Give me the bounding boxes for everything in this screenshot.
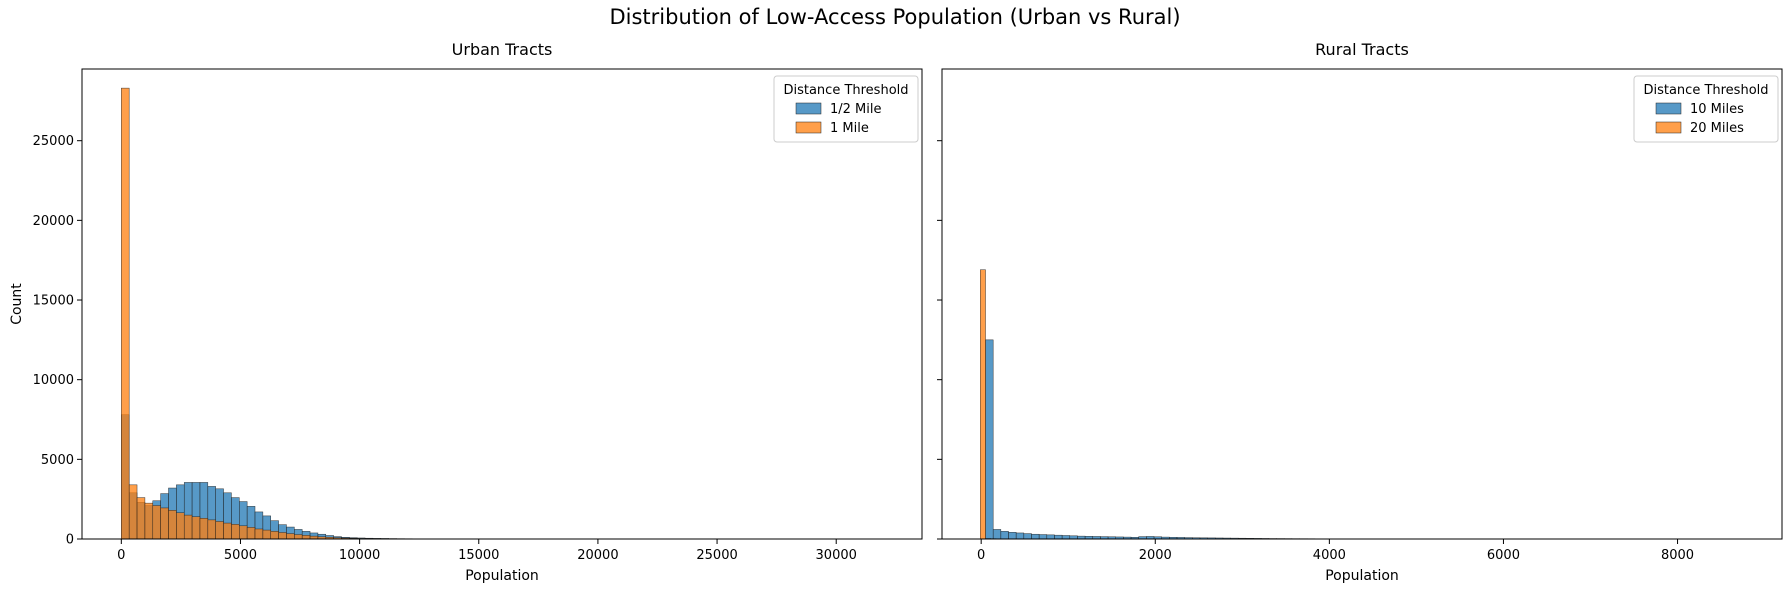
rural-legend-label: 10 Miles <box>1690 102 1744 117</box>
rural-bar-series1 <box>1046 534 1055 540</box>
urban-bar-series2 <box>286 533 295 540</box>
rural-x-tick-label: 6000 <box>1487 548 1520 563</box>
urban-x-tick-label: 25000 <box>696 548 737 563</box>
urban-x-tick-label: 10000 <box>339 548 380 563</box>
urban-plot-frame <box>81 68 923 540</box>
urban-x-axis-label: Population <box>465 568 539 584</box>
urban-x-tick-label: 20000 <box>577 548 618 563</box>
urban-bar-series2 <box>160 507 169 540</box>
urban-bar-series2 <box>278 532 287 540</box>
rural-x-ticks: 0 2000 4000 6000 8000 <box>977 539 1694 563</box>
urban-legend-swatch <box>795 102 822 115</box>
urban-y-tick-label: 0 <box>66 533 74 548</box>
rural-bar-series1 <box>1015 532 1025 540</box>
urban-y-tick-label: 25000 <box>33 134 74 149</box>
urban-y-tick-label: 20000 <box>33 214 74 229</box>
rural-plot-frame <box>941 68 1783 540</box>
rural-bar-series1 <box>1031 533 1040 540</box>
rural-legend: Distance Threshold 10 Miles 20 Miles <box>1633 75 1779 143</box>
urban-legend-label: 1 Mile <box>830 121 869 136</box>
rural-bar-series1 <box>992 529 1002 540</box>
urban-bar-series2 <box>136 497 146 540</box>
rural-bars <box>980 269 1752 540</box>
urban-bar-series2 <box>144 502 154 540</box>
urban-bar-series2 <box>191 516 201 540</box>
urban-y-tick-label: 5000 <box>41 453 74 468</box>
rural-x-tick-label: 0 <box>977 548 985 563</box>
urban-bar-series2 <box>246 527 256 540</box>
rural-bar-series1 <box>1061 535 1071 540</box>
rural-x-tick-label: 4000 <box>1313 548 1346 563</box>
urban-bar-series2 <box>239 525 248 540</box>
urban-bar-series2 <box>294 534 303 540</box>
urban-bar-series2 <box>121 87 130 540</box>
urban-bar-series2 <box>207 519 216 540</box>
urban-y-tick-label: 10000 <box>33 373 74 388</box>
urban-x-tick-label: 30000 <box>816 548 857 563</box>
rural-y-ticks <box>937 140 942 540</box>
rural-panel-title: Rural Tracts <box>1315 40 1409 59</box>
rural-bar-series1 <box>1008 532 1017 540</box>
rural-legend-title: Distance Threshold <box>1643 83 1768 98</box>
rural-x-tick-label: 2000 <box>1139 548 1172 563</box>
urban-panel-title: Urban Tracts <box>452 40 553 59</box>
urban-bar-series2 <box>254 528 264 540</box>
urban-panel: Urban Tracts 0 5000 10000 15000 20000 25000 30… <box>9 40 923 584</box>
figure-title: Distribution of Low-Access Population (U… <box>609 5 1180 29</box>
urban-legend-label: 1/2 Mile <box>830 102 882 117</box>
urban-y-ticks: 0 5000 10000 15000 20000 25000 <box>33 134 82 548</box>
urban-x-tick-label: 15000 <box>458 548 499 563</box>
urban-bars <box>121 87 885 540</box>
urban-bar-series2 <box>231 524 240 540</box>
urban-bar-series2 <box>183 514 193 540</box>
urban-bar-series2 <box>223 522 232 540</box>
urban-bar-series2 <box>168 510 177 540</box>
urban-bar-series2 <box>176 512 185 540</box>
urban-bar-series2 <box>215 521 224 540</box>
urban-bar-series2 <box>199 518 209 540</box>
rural-legend-swatch <box>1655 121 1682 134</box>
rural-bar-series2 <box>980 269 986 540</box>
rural-bar-series1 <box>1038 534 1048 540</box>
urban-x-tick-label: 5000 <box>224 548 257 563</box>
rural-bar-series1 <box>1054 534 1063 540</box>
rural-legend-label: 20 Miles <box>1690 121 1744 136</box>
urban-legend-swatch <box>795 121 822 134</box>
rural-panel: Rural Tracts 0 2000 4000 6000 8000 Populatio… <box>937 40 1783 584</box>
urban-x-tick-label: 0 <box>117 548 125 563</box>
rural-bar-series1 <box>1023 533 1032 540</box>
urban-bar-series2 <box>270 531 279 540</box>
urban-legend-title: Distance Threshold <box>783 83 908 98</box>
urban-legend: Distance Threshold 1/2 Mile 1 Mile <box>773 75 919 143</box>
rural-bar-series1 <box>985 339 994 540</box>
urban-bar-series2 <box>262 529 271 540</box>
urban-bar-series2 <box>301 535 311 540</box>
rural-bar-series1 <box>1000 531 1009 540</box>
urban-bar-series2 <box>128 484 138 540</box>
rural-legend-swatch <box>1655 102 1682 115</box>
urban-x-ticks: 0 5000 10000 15000 20000 25000 30000 <box>117 539 857 563</box>
rural-x-axis-label: Population <box>1325 568 1399 584</box>
rural-x-tick-label: 8000 <box>1661 548 1694 563</box>
urban-y-tick-label: 15000 <box>33 294 74 309</box>
urban-bar-series2 <box>152 505 161 540</box>
urban-y-axis-label: Count <box>9 283 25 325</box>
